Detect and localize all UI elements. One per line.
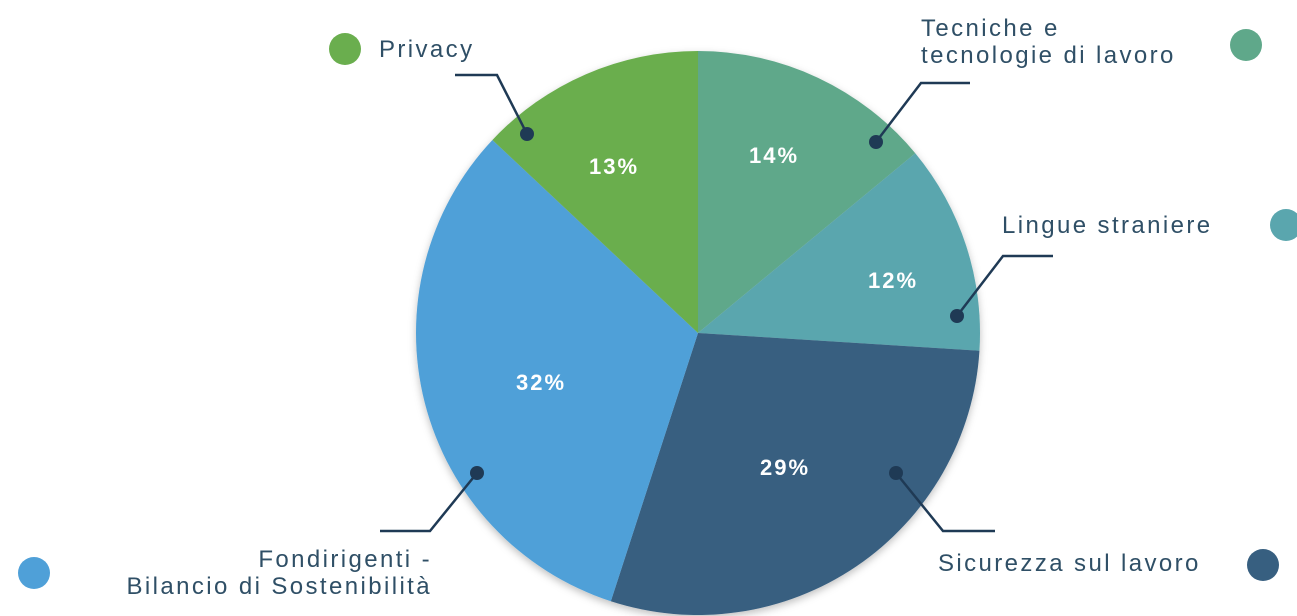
pie-slice	[698, 153, 980, 351]
data-label: 13%	[589, 154, 639, 179]
legend-label: Sicurezza sul lavoro	[938, 550, 1201, 577]
data-label: 12%	[868, 268, 918, 293]
pie-slice	[415, 139, 698, 602]
leader-dots	[470, 127, 964, 480]
leader-dot	[950, 309, 964, 323]
legend-label: Lingue straniere	[1002, 212, 1213, 239]
legend-dot	[18, 557, 50, 589]
leader-line	[956, 254, 1053, 317]
leaders	[380, 73, 1053, 533]
legend-label: Fondirigenti - Bilancio di Sostenibilità	[126, 546, 432, 600]
data-label: 14%	[749, 143, 799, 168]
pie	[415, 51, 980, 615]
legend-dot	[1247, 549, 1279, 581]
legend-dot	[329, 33, 361, 65]
leader-line	[895, 472, 995, 533]
pie-slice	[698, 51, 916, 333]
leader-line	[380, 472, 478, 533]
pie-slice	[610, 333, 980, 615]
data-label: 29%	[760, 455, 810, 480]
leader-line	[875, 81, 970, 143]
legend-label: Privacy	[379, 36, 475, 63]
leader-dot	[869, 135, 883, 149]
legend-dot	[1230, 29, 1262, 61]
legend-dot	[1270, 209, 1297, 241]
leader-line	[455, 73, 529, 135]
data-label: 32%	[516, 370, 566, 395]
pie-slice	[492, 51, 698, 333]
legend-label: Tecniche e tecnologie di lavoro	[921, 15, 1176, 69]
leader-dot	[470, 466, 484, 480]
leader-dot	[520, 127, 534, 141]
leader-dot	[889, 466, 903, 480]
